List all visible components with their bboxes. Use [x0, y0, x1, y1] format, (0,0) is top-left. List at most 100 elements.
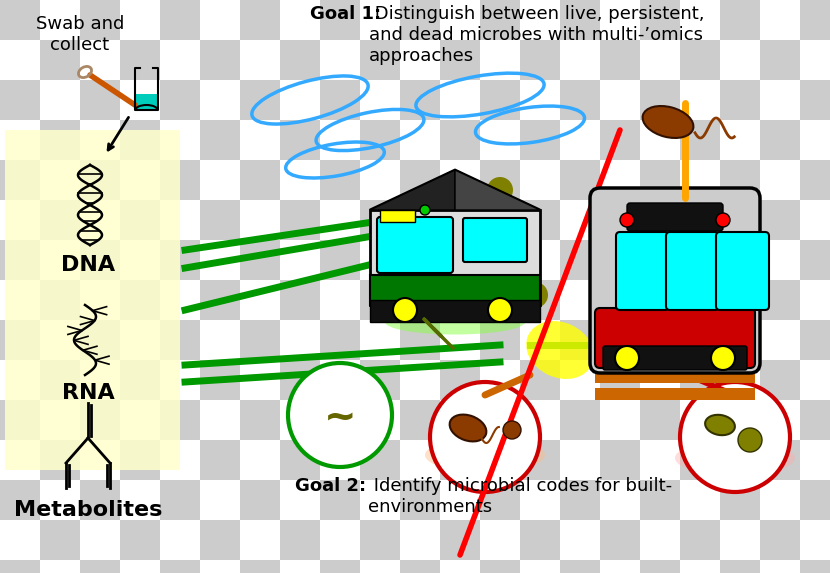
- Bar: [80, 120, 120, 160]
- Bar: [640, 520, 680, 560]
- Bar: [280, 240, 320, 280]
- Circle shape: [488, 298, 512, 322]
- Bar: [120, 200, 160, 240]
- Bar: [720, 480, 760, 520]
- Bar: [240, 200, 280, 240]
- Bar: [760, 560, 800, 573]
- Text: Goal 1:: Goal 1:: [310, 5, 381, 23]
- Bar: [600, 560, 640, 573]
- Bar: [200, 480, 240, 520]
- Bar: [680, 320, 720, 360]
- Bar: [720, 520, 760, 560]
- Bar: [800, 560, 830, 573]
- Bar: [400, 560, 440, 573]
- Bar: [480, 360, 520, 400]
- Bar: [680, 160, 720, 200]
- Bar: [440, 520, 480, 560]
- Bar: [800, 120, 830, 160]
- Bar: [360, 160, 400, 200]
- Bar: [120, 0, 160, 40]
- Bar: [370, 275, 540, 305]
- Bar: [280, 120, 320, 160]
- Text: RNA: RNA: [61, 383, 115, 403]
- Bar: [280, 440, 320, 480]
- Bar: [720, 120, 760, 160]
- Bar: [560, 240, 600, 280]
- Bar: [200, 360, 240, 400]
- Bar: [400, 320, 440, 360]
- Bar: [0, 280, 40, 320]
- Bar: [40, 280, 80, 320]
- Bar: [600, 520, 640, 560]
- Bar: [320, 120, 360, 160]
- Bar: [760, 80, 800, 120]
- Bar: [160, 80, 200, 120]
- Bar: [360, 80, 400, 120]
- Bar: [800, 360, 830, 400]
- Bar: [760, 320, 800, 360]
- Bar: [720, 560, 760, 573]
- Bar: [200, 400, 240, 440]
- Bar: [280, 200, 320, 240]
- Bar: [160, 280, 200, 320]
- Bar: [480, 200, 520, 240]
- FancyBboxPatch shape: [590, 188, 760, 373]
- Bar: [160, 560, 200, 573]
- Bar: [320, 400, 360, 440]
- Bar: [640, 360, 680, 400]
- Bar: [40, 0, 80, 40]
- Bar: [680, 520, 720, 560]
- Bar: [440, 200, 480, 240]
- FancyBboxPatch shape: [370, 210, 540, 305]
- Bar: [240, 320, 280, 360]
- Bar: [370, 300, 540, 322]
- Bar: [520, 480, 560, 520]
- Bar: [440, 280, 480, 320]
- Bar: [240, 160, 280, 200]
- Bar: [360, 0, 400, 40]
- Circle shape: [487, 177, 513, 203]
- Bar: [760, 200, 800, 240]
- Bar: [595, 388, 755, 400]
- Bar: [760, 280, 800, 320]
- Bar: [0, 240, 40, 280]
- Bar: [760, 0, 800, 40]
- Bar: [360, 240, 400, 280]
- Bar: [0, 40, 40, 80]
- Bar: [680, 280, 720, 320]
- Bar: [120, 40, 160, 80]
- Bar: [200, 200, 240, 240]
- Bar: [680, 480, 720, 520]
- Bar: [0, 440, 40, 480]
- Bar: [520, 120, 560, 160]
- Bar: [200, 40, 240, 80]
- Bar: [440, 40, 480, 80]
- Bar: [760, 40, 800, 80]
- Bar: [320, 40, 360, 80]
- Bar: [640, 200, 680, 240]
- Bar: [480, 120, 520, 160]
- Bar: [800, 40, 830, 80]
- Bar: [600, 320, 640, 360]
- Bar: [400, 80, 440, 120]
- Bar: [600, 40, 640, 80]
- Bar: [120, 360, 160, 400]
- Bar: [80, 40, 120, 80]
- Bar: [280, 560, 320, 573]
- Bar: [520, 80, 560, 120]
- Bar: [600, 400, 640, 440]
- Bar: [560, 0, 600, 40]
- Bar: [320, 240, 360, 280]
- Bar: [200, 0, 240, 40]
- Bar: [520, 400, 560, 440]
- Bar: [800, 400, 830, 440]
- Bar: [80, 400, 120, 440]
- Bar: [760, 240, 800, 280]
- Ellipse shape: [642, 106, 693, 138]
- Bar: [280, 160, 320, 200]
- Circle shape: [499, 202, 525, 228]
- Bar: [240, 440, 280, 480]
- Bar: [240, 360, 280, 400]
- Ellipse shape: [425, 438, 545, 473]
- Bar: [600, 120, 640, 160]
